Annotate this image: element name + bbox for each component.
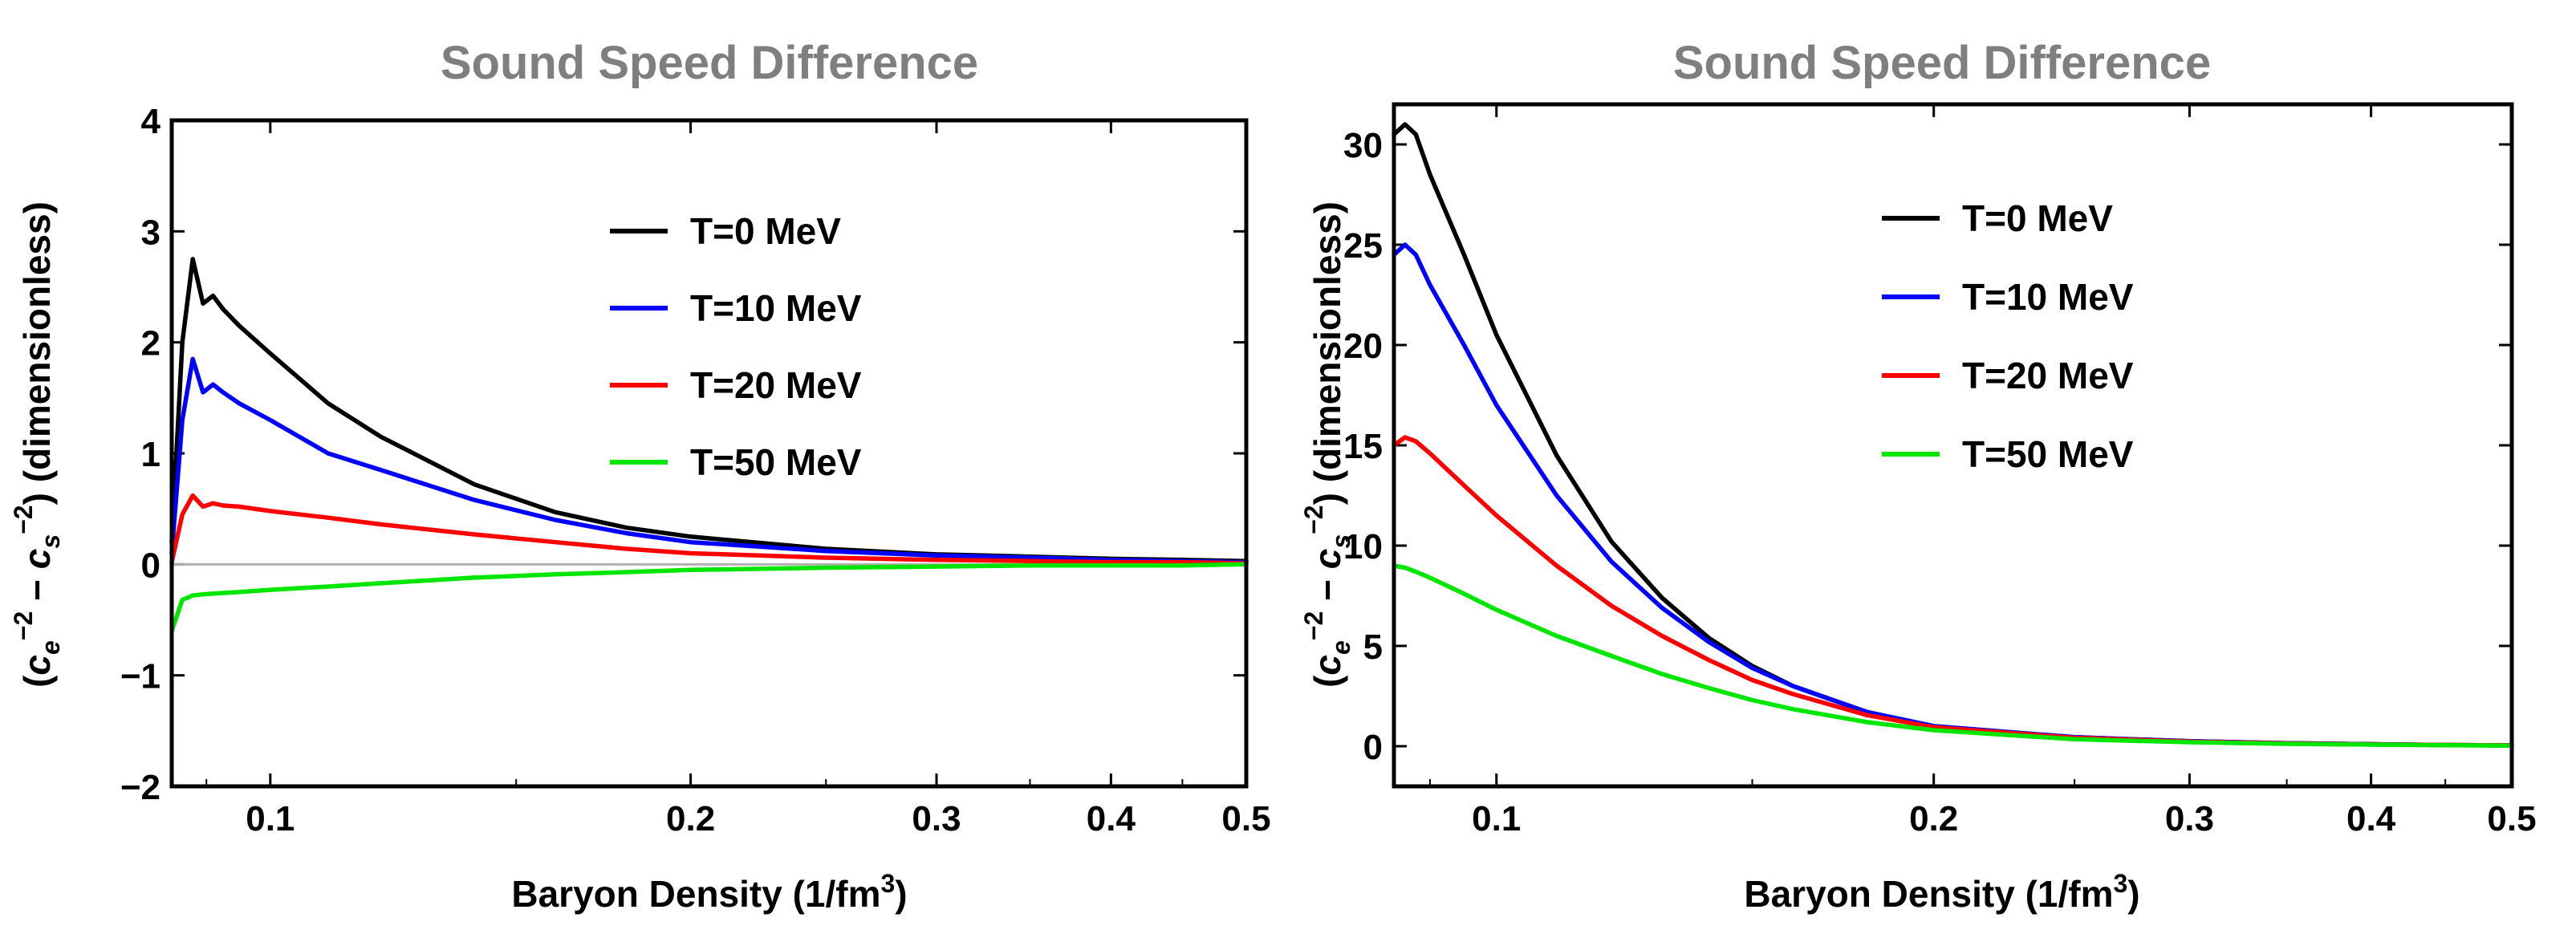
y-tick-label: 5 [1363, 627, 1383, 667]
series-line-t-20-mev [169, 493, 1249, 566]
x-tick-label: 0.5 [1221, 799, 1270, 838]
y-tick-label: −2 [120, 768, 160, 807]
y-tick-label: 0 [141, 546, 160, 585]
x-tick-label: 0.5 [2487, 799, 2536, 838]
legend-label: T=0 MeV [1962, 197, 2113, 239]
y-tick-label: 2 [141, 324, 160, 363]
chart-left-x-axis-label: Baryon Density (1/fm3) [511, 869, 907, 915]
x-tick-label: 0.2 [1909, 799, 1958, 838]
chart-left-y-axis-label: (ce−2 − cs−2) (dimensionless) [9, 201, 65, 688]
y-tick-label: 1 [141, 435, 160, 474]
y-tick-label: 4 [141, 102, 161, 141]
chart-left-series [169, 257, 1249, 634]
chart-right-ticks: 0.1 0.2 0.3 0.4 0.5 0 5 10 15 20 25 30 [1343, 104, 2537, 838]
x-tick-label: 0.2 [666, 799, 715, 838]
y-tick-label: 10 [1343, 527, 1383, 566]
chart-right-x-axis-label: Baryon Density (1/fm3) [1744, 869, 2139, 915]
x-tick-label: 0.4 [2346, 799, 2396, 838]
legend-label: T=20 MeV [1962, 355, 2134, 396]
y-tick-label: 15 [1343, 427, 1383, 466]
x-tick-label: 0.4 [1087, 799, 1136, 838]
legend-label: T=50 MeV [1962, 433, 2134, 475]
y-tick-label: 3 [141, 213, 160, 252]
svg-text:(ce−2 − cs−2) (dimensionless): (ce−2 − cs−2) (dimensionless) [9, 201, 65, 688]
chart-left-ticks: 0.1 0.2 0.3 0.4 0.5 −2 −1 0 1 2 3 4 [120, 102, 1271, 838]
series-line-t-0-mev [1392, 122, 2514, 748]
y-tick-label: −1 [120, 657, 160, 696]
chart-left-plot-frame [169, 118, 1249, 789]
chart-left-legend: T=0 MeV T=10 MeV T=20 MeV T=50 MeV [610, 210, 862, 483]
series-line-t-50-mev [1392, 563, 2514, 749]
legend-label: T=20 MeV [690, 364, 862, 406]
legend-label: T=0 MeV [690, 210, 841, 252]
x-tick-label: 0.3 [912, 799, 961, 838]
x-tick-label: 0.3 [2165, 799, 2214, 838]
chart-right: Sound Speed Difference (ce−2 − cs−2) (di… [1299, 37, 2537, 915]
y-tick-label: 25 [1343, 226, 1383, 266]
chart-right-series [1392, 122, 2514, 749]
series-line-t-50-mev [169, 562, 1249, 634]
chart-right-legend: T=0 MeV T=10 MeV T=20 MeV T=50 MeV [1882, 197, 2134, 475]
legend-label: T=10 MeV [1962, 276, 2134, 318]
x-tick-label: 0.1 [1472, 799, 1521, 838]
y-tick-label: 0 [1363, 728, 1383, 767]
y-tick-label: 20 [1343, 327, 1383, 366]
series-line-t-10-mev [169, 356, 1249, 565]
chart-left-title: Sound Speed Difference [441, 37, 978, 89]
svg-text:(ce−2 − cs−2) (dimensionless): (ce−2 − cs−2) (dimensionless) [1299, 201, 1355, 688]
legend-label: T=50 MeV [690, 441, 862, 483]
chart-right-plot-frame [1392, 102, 2514, 789]
chart-right-y-axis-label: (ce−2 − cs−2) (dimensionless) [1299, 201, 1355, 688]
x-tick-label: 0.1 [246, 799, 295, 838]
series-line-t-10-mev [1392, 242, 2514, 748]
chart-left: Sound Speed Difference (ce−2 − cs−2) (di… [9, 37, 1271, 915]
series-line-t-20-mev [1392, 435, 2514, 748]
chart-right-title: Sound Speed Difference [1673, 37, 2211, 89]
y-tick-label: 30 [1343, 126, 1383, 165]
legend-label: T=10 MeV [690, 287, 862, 329]
